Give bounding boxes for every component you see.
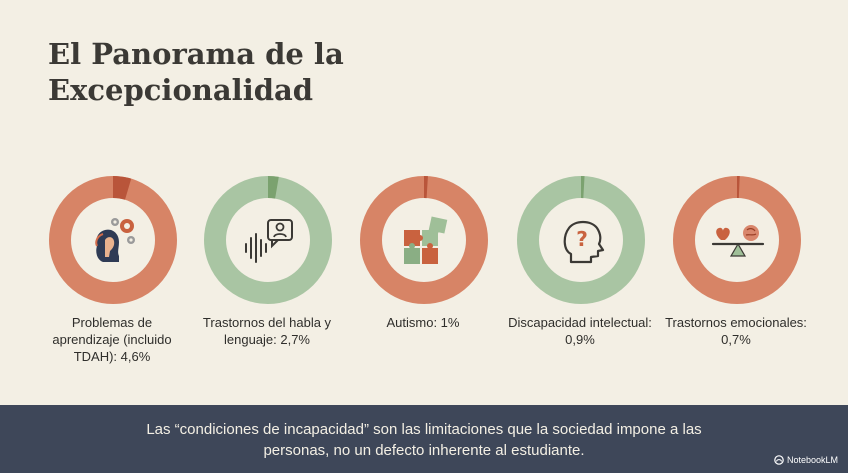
donut-value-slice xyxy=(517,176,645,304)
donut-chart xyxy=(360,176,488,304)
footer-message: Las “condiciones de incapacidad” son las… xyxy=(146,421,702,459)
donut-chart xyxy=(49,176,177,304)
footer-banner: Las “condiciones de incapacidad” son las… xyxy=(0,405,848,473)
category-card-learning: Problemas de aprendizaje (incluido TDAH)… xyxy=(37,176,187,376)
category-card-autism: Autismo: 1% xyxy=(348,176,498,376)
heart-brain-balance-icon xyxy=(711,225,765,257)
category-label: Trastornos del habla y lenguaje: 2,7% xyxy=(202,315,332,347)
category-label: Autismo: 1% xyxy=(386,315,460,330)
puzzle-icon xyxy=(404,216,448,264)
category-label: Problemas de aprendizaje (incluido TDAH)… xyxy=(52,315,172,364)
category-card-intellectual: ? Discapacidad intelectual: 0,9% xyxy=(505,176,655,376)
page-title: El Panorama de la Excepcionalidad xyxy=(48,37,344,107)
category-label: Discapacidad intelectual: 0,9% xyxy=(508,315,652,347)
head-gears-icon xyxy=(95,218,135,262)
category-label: Trastornos emocionales: 0,7% xyxy=(665,315,807,347)
category-cards: Problemas de aprendizaje (incluido TDAH)… xyxy=(0,176,848,376)
donut-chart xyxy=(673,176,801,304)
donut-chart xyxy=(517,176,645,304)
question-head-icon: ? xyxy=(563,220,605,264)
notebooklm-logo-icon xyxy=(774,455,784,465)
donut-value-slice xyxy=(204,176,332,304)
badge-label: NotebookLM xyxy=(786,455,838,465)
donut-chart xyxy=(204,176,332,304)
speech-wave-icon xyxy=(245,219,293,263)
svg-text:?: ? xyxy=(576,227,588,251)
category-card-speech: Trastornos del habla y lenguaje: 2,7% xyxy=(192,176,342,376)
category-card-emotional: Trastornos emocionales: 0,7% xyxy=(661,176,811,376)
donut-base xyxy=(673,176,801,304)
donut-value-slice xyxy=(49,176,177,304)
donut-value-slice xyxy=(360,176,488,304)
notebooklm-badge: NotebookLM xyxy=(774,455,838,465)
